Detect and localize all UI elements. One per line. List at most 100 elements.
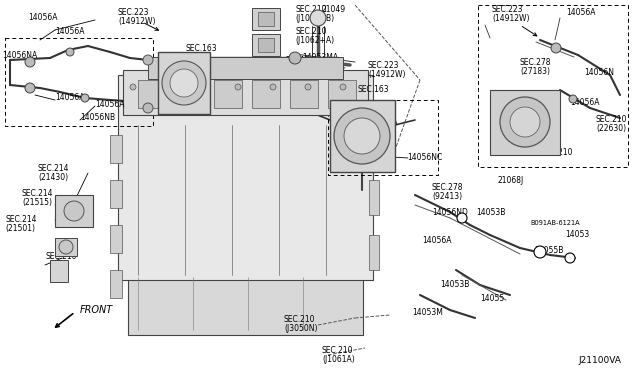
Text: 14055: 14055 xyxy=(480,294,504,303)
Bar xyxy=(176,80,204,108)
Bar xyxy=(252,80,280,108)
Circle shape xyxy=(162,61,206,105)
Bar xyxy=(252,8,280,30)
Text: 14056A: 14056A xyxy=(55,93,84,102)
Text: 14056A: 14056A xyxy=(368,118,397,127)
Circle shape xyxy=(235,84,241,90)
Text: SEC.214: SEC.214 xyxy=(22,189,54,198)
Bar xyxy=(252,34,280,56)
Text: (14912W): (14912W) xyxy=(492,14,529,23)
Text: 21068J: 21068J xyxy=(498,176,524,185)
Circle shape xyxy=(165,84,171,90)
Text: (J1060+B): (J1060+B) xyxy=(295,14,334,23)
Circle shape xyxy=(510,107,540,137)
Text: (27183): (27183) xyxy=(520,67,550,76)
Bar xyxy=(330,100,395,172)
Bar xyxy=(55,195,93,227)
Text: SEC.278: SEC.278 xyxy=(520,58,552,67)
Text: SEC.223: SEC.223 xyxy=(118,8,150,17)
Circle shape xyxy=(64,201,84,221)
Bar xyxy=(258,12,274,26)
Bar xyxy=(110,225,122,253)
Text: 14056A: 14056A xyxy=(55,27,84,36)
Bar xyxy=(110,270,122,298)
Text: FRONT: FRONT xyxy=(80,305,113,315)
Circle shape xyxy=(344,118,380,154)
Bar xyxy=(369,235,379,270)
Text: SEC.163: SEC.163 xyxy=(358,85,390,94)
Text: (J3050N): (J3050N) xyxy=(284,324,317,333)
Text: SEC.210: SEC.210 xyxy=(284,315,316,324)
Circle shape xyxy=(305,84,311,90)
Text: SEC.210: SEC.210 xyxy=(542,148,573,157)
Text: 14056NC: 14056NC xyxy=(407,153,442,162)
Text: 21049: 21049 xyxy=(286,56,310,65)
Circle shape xyxy=(200,84,206,90)
Text: (21430): (21430) xyxy=(38,173,68,182)
Circle shape xyxy=(457,213,467,223)
Text: SEC.210: SEC.210 xyxy=(295,27,326,36)
Circle shape xyxy=(25,83,35,93)
Text: 14056A: 14056A xyxy=(570,98,600,107)
Text: (22630): (22630) xyxy=(596,124,626,133)
Text: SEC.210: SEC.210 xyxy=(45,252,77,261)
Text: (14912W): (14912W) xyxy=(118,17,156,26)
Circle shape xyxy=(551,43,561,53)
Bar xyxy=(214,80,242,108)
Bar xyxy=(110,135,122,163)
Text: SEC.214: SEC.214 xyxy=(38,164,70,173)
Text: SEC.210: SEC.210 xyxy=(322,346,353,355)
Bar xyxy=(148,57,343,79)
Circle shape xyxy=(565,253,575,263)
Bar xyxy=(118,75,373,280)
Bar xyxy=(369,180,379,215)
Text: (J1061A): (J1061A) xyxy=(322,355,355,364)
Circle shape xyxy=(569,95,577,103)
Bar xyxy=(290,80,318,108)
Text: SEC.214: SEC.214 xyxy=(5,215,36,224)
Circle shape xyxy=(500,97,550,147)
Circle shape xyxy=(289,52,301,64)
Text: 14053M: 14053M xyxy=(412,308,443,317)
Bar xyxy=(490,90,560,155)
Circle shape xyxy=(143,55,153,65)
Text: J21100VA: J21100VA xyxy=(578,356,621,365)
Bar xyxy=(258,38,274,52)
Text: (J1062+A): (J1062+A) xyxy=(295,36,334,45)
Text: SEC.223: SEC.223 xyxy=(492,5,524,14)
Bar xyxy=(369,125,379,160)
Circle shape xyxy=(25,57,35,67)
Text: 14053MA: 14053MA xyxy=(302,53,338,62)
Text: 14053B: 14053B xyxy=(440,280,469,289)
Bar xyxy=(138,80,166,108)
Bar xyxy=(128,275,363,335)
Bar xyxy=(158,52,210,114)
Circle shape xyxy=(170,69,198,97)
Circle shape xyxy=(66,48,74,56)
Text: SEC.210: SEC.210 xyxy=(295,5,326,14)
Text: (92413): (92413) xyxy=(432,192,462,201)
Circle shape xyxy=(334,108,390,164)
Text: (21515): (21515) xyxy=(22,198,52,207)
Text: 14056ND: 14056ND xyxy=(432,208,468,217)
Text: 14056A: 14056A xyxy=(28,13,58,22)
Text: 14053B: 14053B xyxy=(476,208,506,217)
Circle shape xyxy=(270,84,276,90)
Bar xyxy=(50,260,68,282)
Text: 14055B: 14055B xyxy=(534,246,563,255)
Bar xyxy=(123,70,368,115)
Text: 21049: 21049 xyxy=(322,5,346,14)
Text: SEC.278: SEC.278 xyxy=(432,183,463,192)
Text: 14056NA: 14056NA xyxy=(2,51,37,60)
Text: 14056A: 14056A xyxy=(422,236,451,245)
Bar xyxy=(328,80,356,108)
Text: SEC.110: SEC.110 xyxy=(344,105,376,114)
Text: (21501): (21501) xyxy=(5,224,35,233)
Text: SEC.223: SEC.223 xyxy=(368,61,399,70)
Text: 14056A: 14056A xyxy=(95,100,125,109)
Text: 14056A: 14056A xyxy=(566,8,595,17)
Circle shape xyxy=(534,246,546,258)
Circle shape xyxy=(340,84,346,90)
Circle shape xyxy=(143,103,153,113)
Text: 14056N: 14056N xyxy=(584,68,614,77)
